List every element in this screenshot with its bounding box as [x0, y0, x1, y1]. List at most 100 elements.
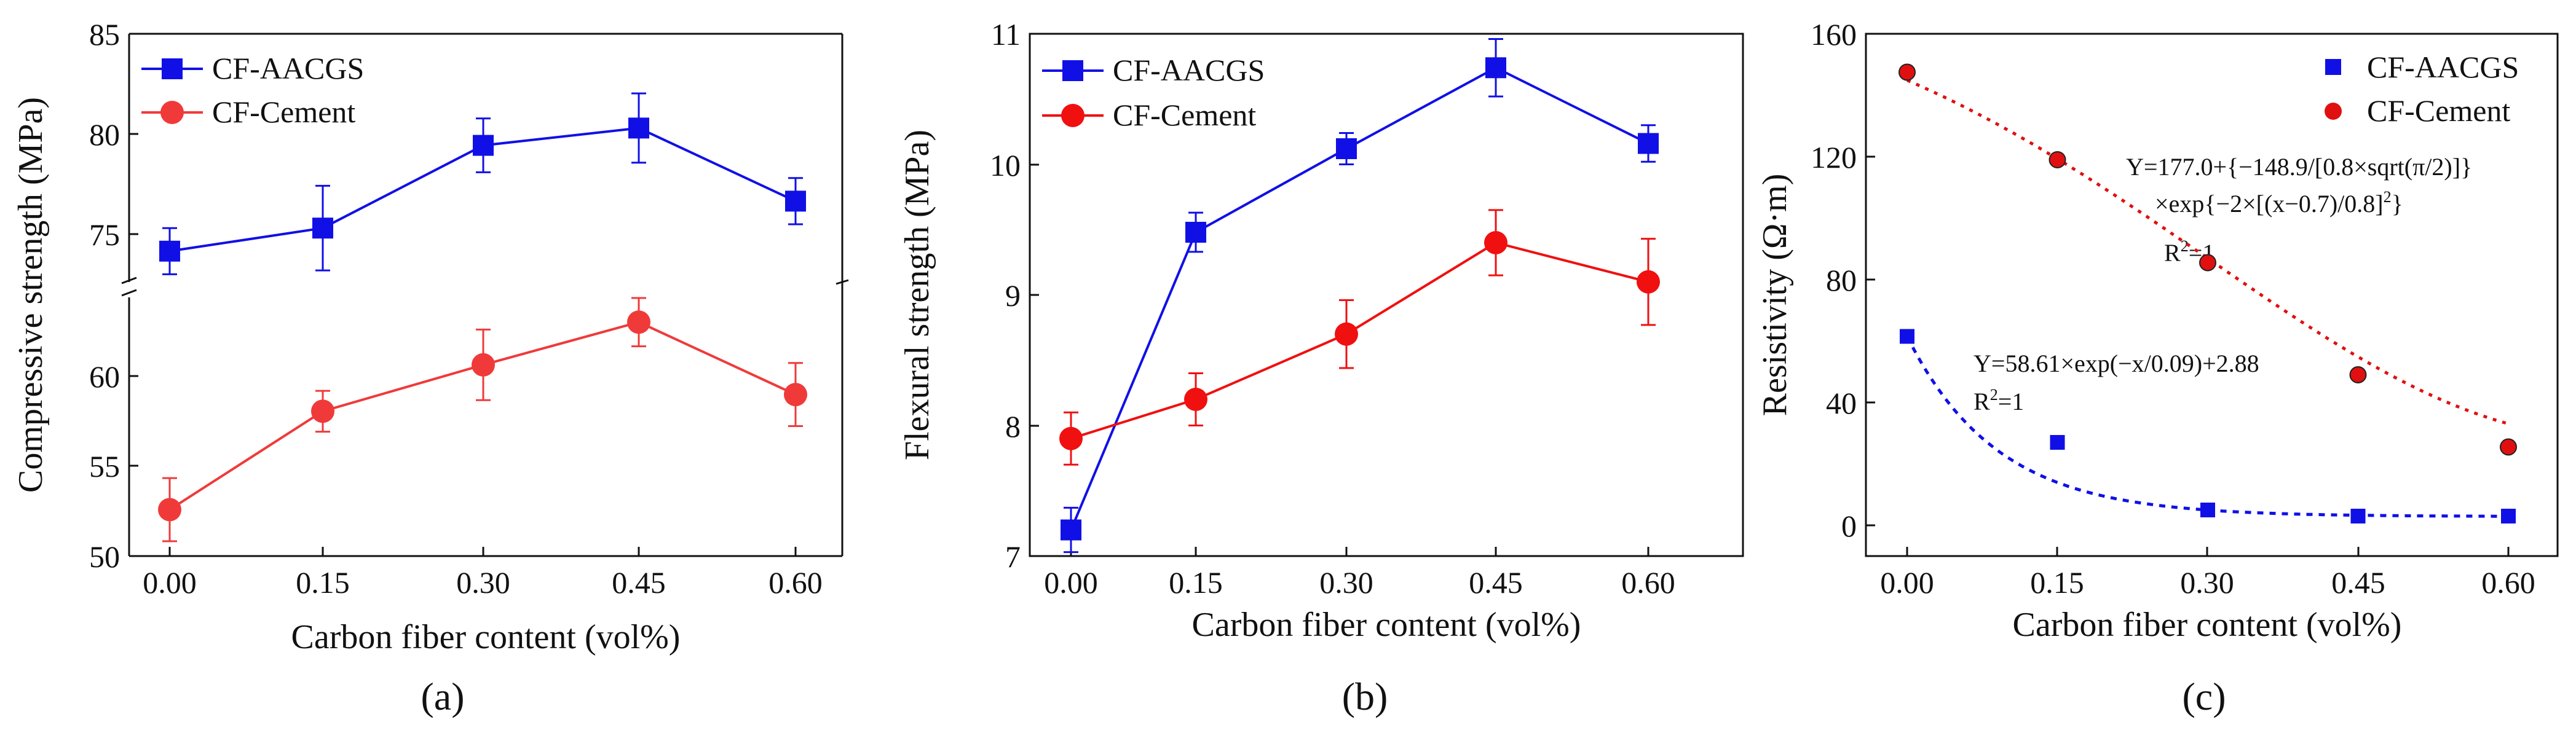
panel-a-y-ticks: 85 80 75 60 55 50 — [89, 17, 138, 574]
panel-c-frame — [1865, 33, 2559, 557]
legend-marker-cf-cement — [1061, 104, 1085, 127]
data-point-cf-aacgs — [1900, 329, 1914, 344]
data-point-cf-aacgs — [1336, 138, 1357, 159]
panel-c-cement-fit-equation: Y=177.0+{−148.9/[0.8×sqrt(π/2)]} ×exp{−2… — [2126, 153, 2472, 267]
panel-b-x-tick-label: 0.15 — [1169, 565, 1223, 600]
panel-a-axis-break-mark — [121, 276, 137, 297]
series-line-cf-cement — [1070, 241, 1649, 440]
panel-a-x-tick-label: 0.45 — [612, 565, 666, 600]
panel-c-plot-area — [1898, 63, 2517, 523]
panel-b-y-axis-title: Flexural strength (MPa) — [898, 130, 936, 460]
data-point-cf-aacgs — [2350, 509, 2366, 523]
legend-label-cf-cement: CF-Cement — [212, 95, 355, 129]
panel-c-x-tick-label: 0.30 — [2180, 565, 2234, 600]
panel-a: 0.00 0.15 0.30 0.45 0.60 85 80 75 60 55 … — [12, 17, 849, 718]
panel-c-x-tick-label: 0.00 — [1880, 565, 1934, 600]
legend-marker-cf-cement — [160, 101, 184, 124]
panel-c: 0.00 0.15 0.30 0.45 0.60 160 120 80 40 0… — [1756, 17, 2559, 718]
panel-b-y-ticks: 11 10 9 8 7 — [990, 17, 1039, 574]
panel-c-aacgs-fit-equation: Y=58.61×exp(−x/0.09)+2.88 R2=1 — [1973, 350, 2259, 415]
panel-c-x-axis-title: Carbon fiber content (vol%) — [2013, 606, 2402, 644]
aacgs-fit-r2: R2=1 — [1973, 386, 2024, 415]
panel-c-y-ticks: 160 120 80 40 0 — [1811, 17, 1875, 543]
data-point-cf-cement — [784, 383, 807, 407]
panel-c-y-axis-title: Resistivity (Ω·m) — [1756, 174, 1794, 417]
panel-a-x-tick-label: 0.00 — [143, 565, 197, 600]
panel-b-x-tick-label: 0.00 — [1044, 565, 1098, 600]
panel-c-y-tick-label: 80 — [1826, 263, 1857, 297]
legend-label-cf-cement: CF-Cement — [1113, 98, 1256, 132]
panel-b-x-tick-label: 0.30 — [1319, 565, 1373, 600]
panel-c-y-tick-label: 160 — [1811, 17, 1857, 52]
data-point-cf-cement — [1184, 388, 1207, 411]
aacgs-fit-equation: Y=58.61×exp(−x/0.09)+2.88 — [1973, 350, 2259, 377]
data-point-cf-aacgs — [1485, 57, 1506, 79]
panel-c-label: (c) — [2182, 675, 2226, 718]
panel-b-x-ticks: 0.00 0.15 0.30 0.45 0.60 — [1044, 547, 1675, 600]
legend-marker-cf-aacgs — [2325, 59, 2341, 75]
panel-a-y-tick-label: 75 — [89, 218, 120, 252]
panel-b-x-tick-label: 0.45 — [1469, 565, 1523, 600]
panel-b-y-tick-label: 10 — [990, 148, 1021, 182]
data-point-cf-cement — [311, 399, 334, 423]
panel-b-y-tick-label: 7 — [1005, 539, 1021, 574]
legend-label-cf-aacgs: CF-AACGS — [212, 51, 364, 85]
panel-b: 0.00 0.15 0.30 0.45 0.60 11 10 9 8 7 Car… — [898, 17, 1744, 718]
panel-a-y-tick-label: 50 — [89, 539, 120, 574]
data-point-cf-aacgs — [473, 135, 494, 156]
data-point-cf-aacgs — [2501, 509, 2516, 523]
panel-a-label: (a) — [421, 675, 464, 718]
data-point-cf-aacgs — [628, 117, 649, 139]
panel-b-label: (b) — [1342, 675, 1388, 718]
series-line-cf-aacgs — [1070, 66, 1649, 531]
data-point-cf-aacgs — [1185, 222, 1206, 243]
panel-a-y-tick-label: 80 — [89, 117, 120, 152]
data-point-cf-aacgs — [2050, 435, 2065, 450]
panel-c-legend: CF-AACGS CF-Cement — [2325, 50, 2519, 128]
data-point-cf-cement — [2349, 366, 2367, 383]
data-point-cf-aacgs — [785, 190, 806, 212]
panel-c-x-tick-label: 0.60 — [2481, 565, 2535, 600]
panel-b-x-tick-label: 0.60 — [1621, 565, 1675, 600]
panel-a-x-axis-title: Carbon fiber content (vol%) — [291, 618, 681, 656]
data-point-cf-cement — [1484, 231, 1507, 254]
legend-label-cf-aacgs: CF-AACGS — [2367, 50, 2519, 84]
panel-a-y-tick-label: 60 — [89, 359, 120, 394]
data-point-cf-aacgs — [1638, 133, 1659, 154]
panel-a-y-axis-title: Compressive strength (MPa) — [12, 97, 50, 493]
panel-c-x-tick-label: 0.45 — [2331, 565, 2385, 600]
data-point-cf-cement — [158, 498, 181, 522]
panel-c-y-tick-label: 120 — [1811, 140, 1857, 174]
legend-label-cf-cement: CF-Cement — [2367, 93, 2510, 128]
panel-a-legend: CF-AACGS CF-Cement — [141, 51, 364, 129]
data-point-cf-cement — [1637, 270, 1660, 294]
data-point-cf-cement — [627, 310, 650, 334]
data-point-cf-aacgs — [312, 218, 333, 239]
data-point-cf-aacgs — [2200, 503, 2215, 517]
data-point-cf-cement — [1059, 426, 1083, 450]
panel-a-y-tick-label: 85 — [89, 17, 120, 52]
data-point-cf-aacgs — [159, 240, 180, 262]
legend-marker-cf-aacgs — [1062, 60, 1083, 81]
panel-c-y-tick-label: 40 — [1826, 386, 1857, 420]
panel-a-x-tick-label: 0.15 — [296, 565, 350, 600]
data-point-cf-aacgs — [1061, 519, 1081, 541]
data-point-cf-cement — [472, 353, 495, 377]
panel-a-x-tick-label: 0.60 — [768, 565, 823, 600]
panel-c-x-tick-label: 0.15 — [2030, 565, 2084, 600]
panel-a-y-tick-label: 55 — [89, 449, 120, 484]
legend-marker-cf-aacgs — [162, 58, 183, 79]
panel-b-y-tick-label: 8 — [1005, 409, 1021, 444]
data-point-cf-cement — [1898, 63, 1916, 81]
data-point-cf-cement — [1335, 322, 1358, 346]
panel-c-x-ticks: 0.00 0.15 0.30 0.45 0.60 — [1880, 547, 2535, 600]
panel-a-x-tick-label: 0.30 — [456, 565, 510, 600]
fit-curve-cf-cement — [1906, 79, 2509, 426]
panel-b-y-tick-label: 9 — [1005, 278, 1021, 313]
cement-fit-equation-line2: ×exp{−2×[(x−0.7)/0.8]2} — [2155, 188, 2403, 218]
panel-a-plot-area — [158, 92, 807, 543]
panel-a-axis-break-mark-right — [836, 279, 849, 285]
legend-marker-cf-cement — [2325, 103, 2342, 120]
legend-label-cf-aacgs: CF-AACGS — [1113, 53, 1265, 87]
panel-b-plot-area — [1059, 38, 1660, 554]
